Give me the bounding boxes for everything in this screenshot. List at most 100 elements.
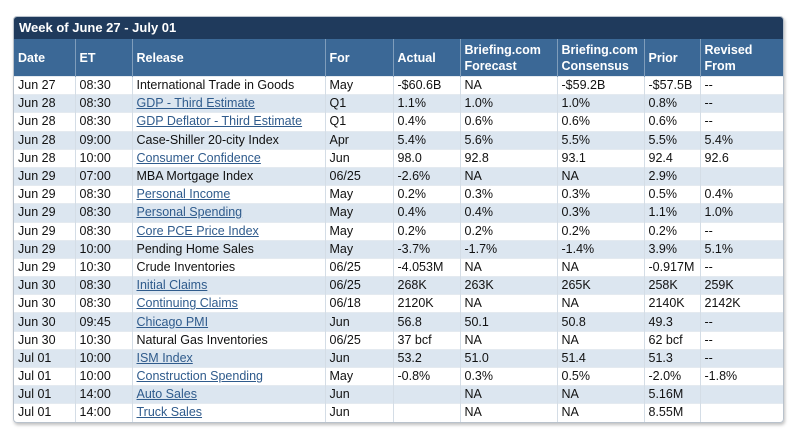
cell: 1.0% xyxy=(556,94,644,113)
cell: 0.3% xyxy=(556,185,644,204)
cell: Jun 27 xyxy=(14,75,75,95)
cell: Jul 01 xyxy=(14,348,75,368)
cell: -- xyxy=(699,75,783,95)
release-link[interactable]: ISM Index xyxy=(131,348,325,368)
table-body: Jun 27 08:30 International Trade in Goods M… xyxy=(14,75,783,422)
release-link[interactable]: Construction Spending xyxy=(131,366,325,386)
cell: NA xyxy=(556,257,644,277)
cell: Jun 28 xyxy=(14,148,75,168)
cell: Jul 01 xyxy=(14,385,75,404)
release-link[interactable]: Auto Sales xyxy=(131,385,325,404)
cell: -1.7% xyxy=(459,239,557,259)
release-link[interactable]: Initial Claims xyxy=(131,276,325,295)
event-row: Jul 01 10:00 ISM Index Jun 53.2 51.0 51.4 51.3-… xyxy=(14,348,783,368)
cell: 51.4 xyxy=(556,348,644,368)
cell: 2.9% xyxy=(643,166,700,186)
cell: MBA Mortgage Index xyxy=(131,166,325,186)
header-text: Date xyxy=(18,50,46,65)
cell: Jun 28 xyxy=(14,130,75,150)
cell: 37 bcf xyxy=(392,330,460,350)
table-header: Date ET Release For Actual Briefing.com Foreca… xyxy=(14,39,783,77)
release-link[interactable]: Truck Sales xyxy=(131,403,325,422)
cell: -- xyxy=(699,330,783,350)
release-link[interactable]: Core PCE Price Index xyxy=(131,221,325,241)
cell: Jun xyxy=(324,348,393,368)
event-row: Jun 28 09:00 Case-Shiller 20-city Index Apr… xyxy=(14,130,783,150)
event-row: Jun 28 10:00 Consumer Confidence Jun 98.0 92.… xyxy=(14,148,783,168)
cell: 92.8 xyxy=(459,148,557,168)
cell: 2142K xyxy=(699,294,783,313)
cell: 0.3% xyxy=(459,366,557,386)
cell: -- xyxy=(699,312,783,332)
calendar-table: Date ET Release For Actual Briefing.com Foreca… xyxy=(14,39,783,422)
header-text: From xyxy=(704,58,736,73)
cell: 08:30 xyxy=(74,185,132,204)
cell: 08:30 xyxy=(74,294,132,313)
cell: 10:30 xyxy=(74,330,132,350)
cell: 10:00 xyxy=(74,348,132,368)
cell: 0.4% xyxy=(392,112,460,132)
cell: 09:45 xyxy=(74,312,132,332)
cell: Jul 01 xyxy=(14,366,75,386)
cell: 08:30 xyxy=(74,94,132,113)
cell: 5.5% xyxy=(556,130,644,150)
cell: International Trade in Goods xyxy=(131,75,325,95)
header-text: Consensus xyxy=(561,58,629,73)
cell: 06/25 xyxy=(324,257,393,277)
event-row: Jun 29 10:00 Pending Home Sales May -3.7% -1.… xyxy=(14,239,783,259)
release-link[interactable]: Consumer Confidence xyxy=(131,148,325,168)
cell: Pending Home Sales xyxy=(131,239,325,259)
release-link[interactable]: GDP - Third Estimate xyxy=(131,94,325,113)
event-row: Jun 29 08:30 Personal Income May 0.2% 0.3% 0.3… xyxy=(14,185,783,204)
cell: NA xyxy=(556,385,644,404)
column-header: Briefing.com Forecast xyxy=(459,39,557,77)
panel-title: Week of June 27 - July 01 xyxy=(14,17,783,39)
column-header: Briefing.com Consensus xyxy=(556,39,644,77)
cell: 08:30 xyxy=(74,203,132,222)
cell: 0.2% xyxy=(459,221,557,241)
release-link[interactable]: Chicago PMI xyxy=(131,312,325,332)
cell: Jun 30 xyxy=(14,312,75,332)
cell: NA xyxy=(459,257,557,277)
cell: 2140K xyxy=(643,294,700,313)
event-row: Jun 29 07:00 MBA Mortgage Index 06/25 -2.6% N… xyxy=(14,166,783,186)
cell: 5.4% xyxy=(392,130,460,150)
release-link[interactable]: Personal Spending xyxy=(131,203,325,222)
cell: -- xyxy=(699,94,783,113)
release-link[interactable]: GDP Deflator - Third Estimate xyxy=(131,112,325,132)
cell: 0.2% xyxy=(392,185,460,204)
cell: Jun 29 xyxy=(14,185,75,204)
cell: 0.6% xyxy=(643,112,700,132)
cell: Jun xyxy=(324,403,393,422)
cell: 1.1% xyxy=(643,203,700,222)
cell: 50.1 xyxy=(459,312,557,332)
event-row: Jul 01 14:00 Truck Sales Jun NA NA 8.55M xyxy=(14,403,783,422)
cell: Q1 xyxy=(324,94,393,113)
event-row: Jun 27 08:30 International Trade in Goods M… xyxy=(14,75,783,95)
cell: 06/25 xyxy=(324,166,393,186)
cell: Jun 30 xyxy=(14,330,75,350)
cell: 51.3 xyxy=(643,348,700,368)
cell: 263K xyxy=(459,276,557,295)
cell: 5.6% xyxy=(459,130,557,150)
cell: 62 bcf xyxy=(643,330,700,350)
cell: Jun 28 xyxy=(14,112,75,132)
release-link[interactable]: Continuing Claims xyxy=(131,294,325,313)
cell: 0.4% xyxy=(699,185,783,204)
cell: 53.2 xyxy=(392,348,460,368)
cell: -- xyxy=(699,221,783,241)
cell: Case-Shiller 20-city Index xyxy=(131,130,325,150)
cell: 49.3 xyxy=(643,312,700,332)
cell: Jun 29 xyxy=(14,221,75,241)
cell: -- xyxy=(699,112,783,132)
cell: 0.8% xyxy=(643,94,700,113)
header-text: Briefing.com xyxy=(464,42,541,57)
cell: May xyxy=(324,366,393,386)
event-row: Jun 30 08:30 Initial Claims 06/25 268K 263K 26… xyxy=(14,276,783,295)
cell: 1.1% xyxy=(392,94,460,113)
cell: 5.1% xyxy=(699,239,783,259)
cell: Jun 29 xyxy=(14,257,75,277)
release-link[interactable]: Personal Income xyxy=(131,185,325,204)
cell: 1.0% xyxy=(459,94,557,113)
cell: May xyxy=(324,75,393,95)
